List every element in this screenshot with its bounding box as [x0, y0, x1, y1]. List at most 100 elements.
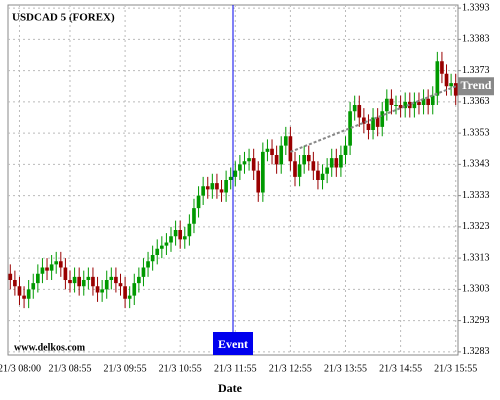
x-axis-label: Date: [218, 381, 243, 395]
candle-body: [256, 170, 261, 193]
candle-body: [288, 136, 293, 162]
candle-body: [141, 267, 146, 277]
candle-body: [91, 276, 95, 287]
x-tick-label: 21/3 13:55: [324, 363, 367, 374]
candle-body: [114, 276, 118, 284]
candle-body: [169, 236, 173, 243]
candle-body: [31, 283, 36, 290]
candle-body: [306, 155, 311, 162]
candle-body: [316, 170, 320, 180]
candle-body: [375, 117, 380, 127]
candle-body: [210, 183, 215, 190]
candle-body: [22, 295, 26, 299]
y-tick-label: 1.3383: [462, 34, 490, 45]
candle-body: [205, 186, 210, 190]
candle-body: [352, 105, 357, 112]
candle-body: [123, 286, 127, 299]
candle-body: [398, 105, 403, 109]
y-tick-label: 1.3283: [462, 346, 490, 357]
candle-body: [81, 280, 86, 287]
candle-body: [449, 83, 453, 87]
candle-body: [435, 61, 440, 96]
candle-body: [394, 105, 398, 106]
candle-body: [389, 98, 394, 105]
candle-body: [68, 280, 72, 284]
candle-body: [403, 101, 408, 109]
candle-body: [384, 98, 389, 112]
x-tick-label: 21/3 12:55: [269, 363, 312, 374]
candle-body: [26, 289, 31, 299]
candle-body: [164, 242, 169, 246]
y-tick-label: 1.3393: [462, 2, 490, 13]
candle-body: [242, 161, 247, 165]
candle-body: [40, 267, 45, 274]
candle-body: [444, 73, 449, 87]
candle-body: [270, 148, 274, 155]
candle-body: [118, 283, 123, 287]
candle-body: [72, 276, 77, 284]
candle-body: [8, 273, 13, 280]
y-tick-label: 1.3293: [462, 315, 490, 326]
candle-body: [362, 117, 366, 124]
x-tick-label: 21/3 11:55: [214, 363, 257, 374]
candle-body: [339, 155, 343, 168]
candle-body: [357, 105, 362, 118]
candle-body: [453, 83, 458, 96]
event-label: Event: [218, 337, 248, 351]
candle-body: [95, 286, 100, 293]
candle-body: [178, 230, 183, 240]
x-tick-label: 21/3 09:55: [104, 363, 147, 374]
x-tick-label: 21/3 08:55: [48, 363, 91, 374]
candle-body: [132, 283, 137, 296]
candle-body: [187, 223, 192, 237]
trend-label: Trend: [461, 78, 492, 92]
candle-body: [159, 245, 164, 249]
trend-label-box: [458, 77, 494, 96]
candle-body: [412, 101, 417, 109]
y-tick-label: 1.3353: [462, 127, 490, 138]
y-tick-label: 1.3313: [462, 252, 490, 263]
candle-body: [155, 248, 160, 255]
x-tick-label: 21/3 15:55: [434, 363, 477, 374]
candle-body: [36, 273, 40, 284]
candle-body: [311, 161, 316, 171]
candle-body: [137, 276, 141, 284]
candle-body: [150, 255, 155, 262]
candle-body: [251, 158, 256, 171]
candle-body: [334, 158, 339, 168]
candle-body: [329, 158, 334, 168]
candle-body: [302, 155, 307, 165]
candle-body: [265, 148, 270, 152]
candle-body: [440, 61, 444, 74]
candle-body: [215, 183, 219, 190]
watermark: www.delkos.com: [14, 342, 86, 353]
candle-body: [17, 286, 22, 296]
y-tick-label: 1.3333: [462, 190, 490, 201]
candle-body: [274, 155, 279, 165]
candle-body: [297, 164, 302, 177]
candle-body: [325, 167, 329, 174]
y-tick-label: 1.3323: [462, 221, 490, 232]
candle-body: [192, 208, 196, 224]
candle-body: [13, 280, 17, 287]
candle-body: [283, 136, 288, 146]
candle-body: [421, 98, 426, 105]
candle-body: [320, 173, 325, 180]
candle-body: [293, 161, 297, 177]
x-tick-label: 21/3 14:55: [379, 363, 422, 374]
chart-title: USDCAD 5 (FOREX): [12, 12, 115, 24]
candle-body: [426, 98, 430, 105]
candle-body: [104, 280, 109, 290]
candle-body: [201, 186, 205, 196]
candle-body: [219, 189, 224, 193]
candle-body: [343, 145, 348, 155]
candle-body: [247, 158, 251, 162]
candle-body: [238, 164, 242, 171]
event-label-box: [213, 332, 253, 355]
candle-body: [233, 170, 238, 177]
candle-body: [45, 267, 49, 271]
x-tick-label: 21/3 08:00: [0, 363, 41, 374]
candle-body: [173, 230, 178, 237]
